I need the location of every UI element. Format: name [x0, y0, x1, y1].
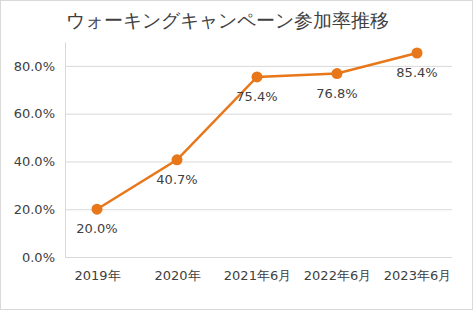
marker [332, 68, 343, 79]
chart: ウォーキングキャンペーン参加率推移 0.0% 20.0% 40.0% 60.0% 80.0… [0, 0, 473, 310]
y-axis-line [65, 43, 66, 258]
y-tick-label: 80.0% [14, 59, 55, 74]
marker [412, 47, 423, 58]
grid-line [65, 161, 452, 162]
y-tick-label: 20.0% [14, 202, 55, 217]
x-tick: 2023年6月 [384, 268, 451, 283]
x-tick-label: 2020年 [154, 268, 200, 283]
x-tick: 2022年6月 [304, 268, 371, 283]
marker [92, 204, 103, 215]
y-tick: 20.0% [14, 202, 452, 217]
data-label: 75.4% [236, 89, 277, 104]
grid-line [65, 66, 452, 67]
data-label: 76.8% [316, 86, 357, 101]
y-tick-label: 40.0% [14, 154, 55, 169]
x-tick-label: 2021年6月 [224, 268, 291, 283]
data-label: 20.0% [76, 221, 117, 236]
y-tick-label: 60.0% [14, 106, 55, 121]
title: ウォーキングキャンペーン参加率推移 [66, 9, 389, 31]
plot-area [92, 47, 423, 214]
data-label: 40.7% [156, 172, 197, 187]
grid-line [65, 209, 452, 210]
x-tick: 2021年6月 [224, 268, 291, 283]
y-axis: 0.0% 20.0% 40.0% 60.0% 80.0% [14, 43, 452, 265]
grid-line [65, 257, 452, 258]
x-tick-label: 2022年6月 [304, 268, 371, 283]
x-tick: 2019年 [74, 268, 120, 283]
data-label: 85.4% [396, 65, 437, 80]
data-labels: 20.0% 40.7% 75.4% 76.8% 85.4% [76, 65, 437, 236]
chart-frame [1, 1, 473, 310]
y-tick: 40.0% [14, 154, 452, 169]
y-tick-label: 0.0% [22, 250, 55, 265]
x-tick-label: 2019年 [74, 268, 120, 283]
y-tick: 0.0% [22, 250, 452, 265]
x-axis: 2019年 2020年 2021年6月 2022年6月 2023年6月 [74, 268, 451, 283]
grid-line [65, 114, 452, 115]
line [97, 53, 417, 209]
marker [252, 71, 263, 82]
y-tick: 60.0% [14, 106, 452, 121]
x-tick: 2020年 [154, 268, 200, 283]
x-tick-label: 2023年6月 [384, 268, 451, 283]
marker [172, 154, 183, 165]
